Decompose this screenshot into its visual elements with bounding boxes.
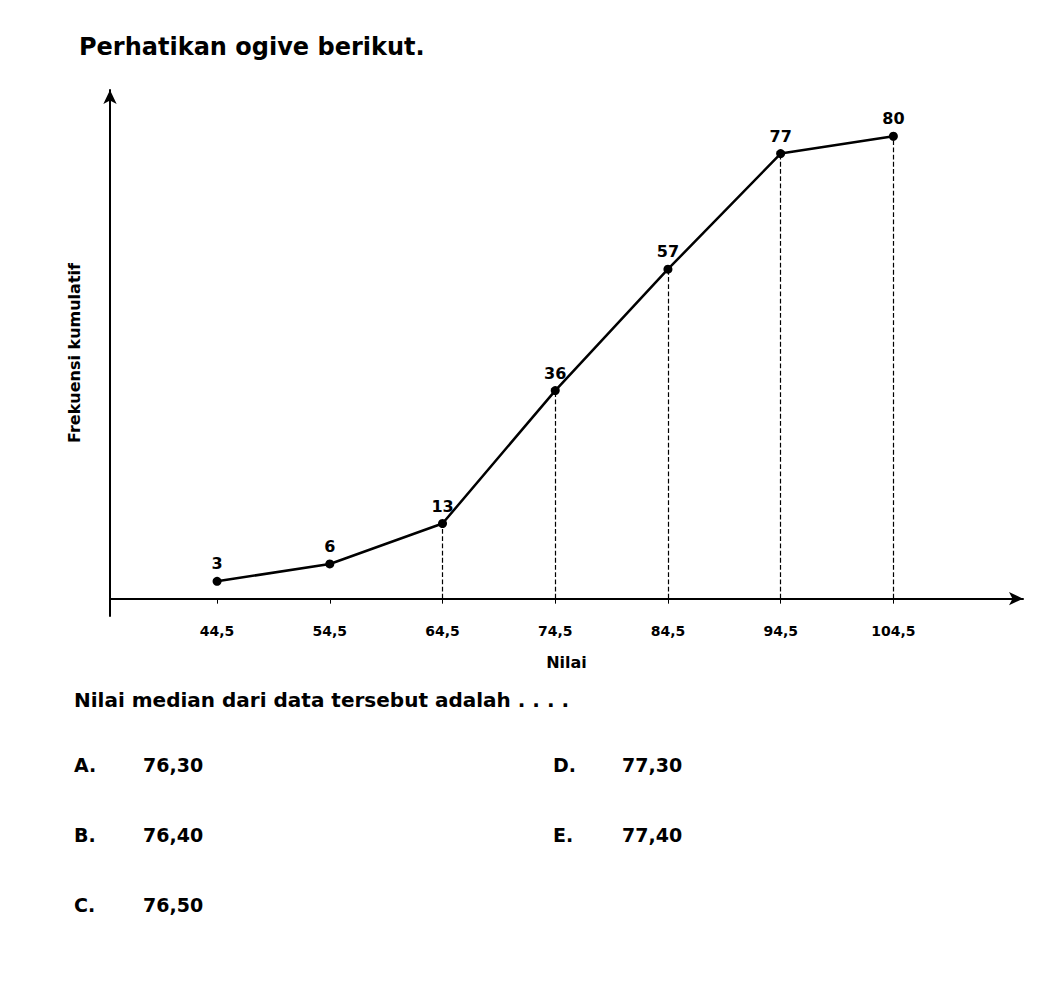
svg-text:A.: A. (74, 754, 96, 776)
svg-text:6: 6 (324, 537, 335, 556)
svg-text:D.: D. (553, 754, 576, 776)
svg-text:13: 13 (431, 497, 453, 516)
svg-text:B.: B. (74, 824, 96, 846)
svg-text:3: 3 (212, 554, 223, 573)
svg-text:C.: C. (74, 894, 95, 916)
svg-text:57: 57 (657, 242, 679, 261)
svg-text:44,5: 44,5 (200, 623, 235, 639)
svg-text:54,5: 54,5 (313, 623, 348, 639)
svg-text:Perhatikan ogive berikut.: Perhatikan ogive berikut. (79, 33, 425, 61)
svg-text:36: 36 (544, 364, 566, 383)
svg-text:Nilai median dari data tersebu: Nilai median dari data tersebut adalah .… (74, 688, 569, 712)
svg-text:Frekuensi kumulatif: Frekuensi kumulatif (65, 262, 84, 443)
svg-text:Nilai: Nilai (546, 653, 587, 672)
svg-text:80: 80 (882, 109, 904, 128)
svg-text:76,40: 76,40 (143, 824, 203, 846)
svg-text:77,40: 77,40 (622, 824, 682, 846)
svg-text:84,5: 84,5 (651, 623, 686, 639)
svg-text:E.: E. (553, 824, 573, 846)
svg-text:76,30: 76,30 (143, 754, 203, 776)
svg-text:94,5: 94,5 (763, 623, 798, 639)
svg-text:64,5: 64,5 (425, 623, 460, 639)
svg-text:104,5: 104,5 (871, 623, 915, 639)
svg-text:77: 77 (770, 127, 792, 146)
svg-text:76,50: 76,50 (143, 894, 203, 916)
svg-text:74,5: 74,5 (538, 623, 573, 639)
svg-text:77,30: 77,30 (622, 754, 682, 776)
